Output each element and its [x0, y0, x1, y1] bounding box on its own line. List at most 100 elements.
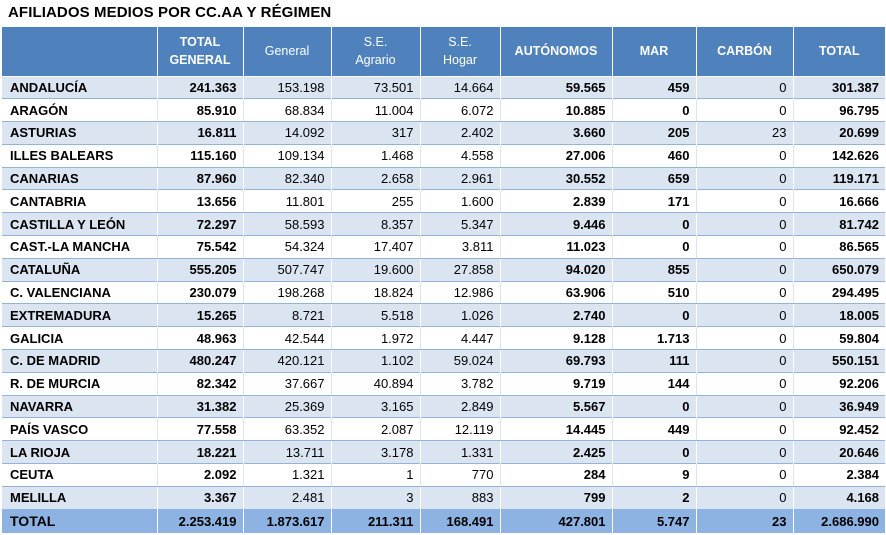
cell-se-hogar: 1.026: [419, 303, 500, 327]
cell-autonomos: 9.128: [499, 326, 612, 351]
cell-total-general: 3.367: [156, 485, 243, 510]
cell-general: 1.321: [242, 463, 331, 487]
cell-autonomos: 3.660: [499, 121, 612, 145]
cell-general: 109.134: [242, 143, 331, 168]
cell-carbon: 23: [695, 121, 793, 145]
cell-autonomos: 284: [499, 463, 612, 487]
region-cell: C. VALENCIANA: [2, 280, 157, 305]
region-cell: ARAGÓN: [2, 98, 157, 123]
cell-total-general: 16.811: [156, 121, 243, 145]
cell-carbon: 0: [695, 485, 793, 510]
cell-general: 14.092: [242, 121, 331, 145]
cell-general: 63.352: [242, 417, 331, 442]
cell-total-general: 2.092: [156, 463, 243, 487]
cell-carbon: 0: [695, 280, 793, 305]
table-row: ARAGÓN 85.910 68.834 11.004 6.072 10.885 0 0 96.…: [2, 98, 885, 123]
column-header-line: TOTAL: [818, 44, 860, 59]
cell-total-general: 31.382: [156, 394, 243, 418]
cell-se-hogar: 1.331: [419, 440, 500, 464]
region-cell: CAST.-LA MANCHA: [2, 235, 157, 259]
cell-carbon: 0: [695, 212, 793, 236]
page-title: AFILIADOS MEDIOS POR CC.AA Y RÉGIMEN: [8, 4, 332, 21]
table-row: GALICIA 48.963 42.544 1.972 4.447 9.128 1.713 0…: [2, 326, 885, 351]
cell-total: 18.005: [792, 303, 885, 327]
cell-carbon: 0: [695, 349, 793, 373]
cell-autonomos: 9.446: [499, 212, 612, 236]
cell-carbon: 0: [695, 417, 793, 442]
cell-general: 54.324: [242, 235, 331, 259]
cell-total-general: 85.910: [156, 98, 243, 123]
cell-total: 4.168: [792, 485, 885, 510]
cell-se-hogar: 12.119: [419, 417, 500, 442]
cell-se-hogar: 2.849: [419, 394, 500, 418]
cell-se-hogar: 4.558: [419, 143, 500, 168]
column-header-line: Hogar: [442, 53, 478, 68]
table-row: CANARIAS 87.960 82.340 2.658 2.961 30.552 659 0…: [2, 166, 885, 190]
region-cell: ILLES BALEARS: [2, 143, 157, 168]
cell-se-agrario: 1.102: [330, 349, 420, 373]
cell-mar: 0: [611, 440, 696, 464]
cell-se-agrario: 40.894: [330, 371, 420, 396]
cell-total-general: 13.656: [156, 189, 243, 214]
cell-carbon: 0: [695, 394, 793, 418]
cell-general: 153.198: [242, 75, 331, 99]
cell-general: 420.121: [242, 349, 331, 373]
cell-total: 36.949: [792, 394, 885, 418]
cell-mar: 205: [611, 121, 696, 145]
cell-total: 119.171: [792, 166, 885, 190]
column-header-carbon: CARBÓN: [695, 27, 793, 76]
cell-autonomos: 63.906: [499, 280, 612, 305]
cell-carbon: 0: [695, 98, 793, 123]
cell-se-hogar: 12.986: [419, 280, 500, 305]
cell-total: 59.804: [792, 326, 885, 351]
cell-mar: 449: [611, 417, 696, 442]
cell-se-agrario: 1.972: [330, 326, 420, 351]
column-header-line: CARBÓN: [717, 44, 772, 59]
cell-total-general: 48.963: [156, 326, 243, 351]
cell-total: 86.565: [792, 235, 885, 259]
cell-autonomos: 59.565: [499, 75, 612, 99]
cell-total-general: 18.221: [156, 440, 243, 464]
cell-general: 37.667: [242, 371, 331, 396]
cell-autonomos: 2.425: [499, 440, 612, 464]
cell-total: 294.495: [792, 280, 885, 305]
table-row: ANDALUCÍA 241.363 153.198 73.501 14.664 59.56…: [2, 75, 885, 99]
cell-carbon: 0: [695, 440, 793, 464]
cell-general: 2.481: [242, 485, 331, 510]
cell-se-hogar: 6.072: [419, 98, 500, 123]
cell-carbon: 0: [695, 371, 793, 396]
table-row: MELILLA 3.367 2.481 3 883 799 2 0 4.168: [2, 485, 885, 510]
total-cell-general: 1.873.617: [242, 509, 331, 534]
cell-se-hogar: 27.858: [419, 257, 500, 282]
cell-general: 13.711: [242, 440, 331, 464]
table-row: CEUTA 2.092 1.321 1 770 284 9 0 2.384: [2, 463, 885, 487]
total-cell-autonomos: 427.801: [499, 509, 612, 534]
cell-carbon: 0: [695, 463, 793, 487]
cell-se-agrario: 1: [330, 463, 420, 487]
cell-carbon: 0: [695, 189, 793, 214]
cell-autonomos: 9.719: [499, 371, 612, 396]
region-cell: CANTABRIA: [2, 189, 157, 214]
table-row: EXTREMADURA 15.265 8.721 5.518 1.026 2.740 0 0 1…: [2, 303, 885, 327]
region-cell: C. DE MADRID: [2, 349, 157, 373]
cell-carbon: 0: [695, 303, 793, 327]
cell-se-hogar: 2.402: [419, 121, 500, 145]
cell-se-agrario: 18.824: [330, 280, 420, 305]
table-row: CATALUÑA 555.205 507.747 19.600 27.858 94.020…: [2, 257, 885, 282]
cell-se-hogar: 883: [419, 485, 500, 510]
table-row: ILLES BALEARS 115.160 109.134 1.468 4.558 27.…: [2, 143, 885, 168]
cell-mar: 0: [611, 235, 696, 259]
cell-mar: 659: [611, 166, 696, 190]
region-cell: R. DE MURCIA: [2, 371, 157, 396]
column-header-line: AUTÓNOMOS: [514, 44, 598, 59]
cell-general: 11.801: [242, 189, 331, 214]
region-cell: CASTILLA Y LEÓN: [2, 212, 157, 236]
cell-autonomos: 10.885: [499, 98, 612, 123]
cell-mar: 510: [611, 280, 696, 305]
table-row: C. DE MADRID 480.247 420.121 1.102 59.024 69.…: [2, 349, 885, 373]
cell-total-general: 87.960: [156, 166, 243, 190]
total-cell-total-general: 2.253.419: [156, 509, 243, 534]
column-header-total: TOTAL: [792, 27, 885, 76]
cell-se-hogar: 3.782: [419, 371, 500, 396]
column-header-general: General: [242, 27, 331, 76]
